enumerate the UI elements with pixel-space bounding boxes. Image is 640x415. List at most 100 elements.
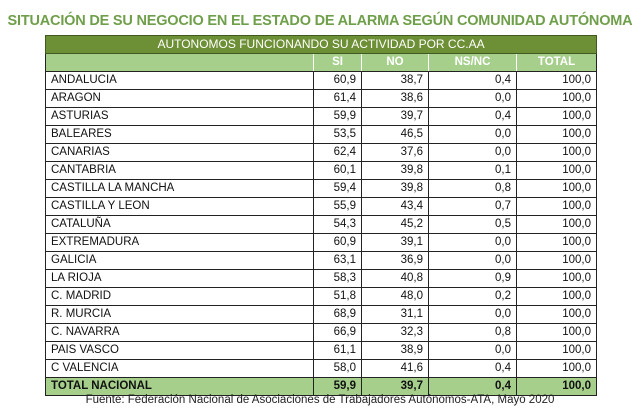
column-header-no: NO xyxy=(361,53,429,72)
cell-nsnc: 0,4 xyxy=(428,71,517,90)
cell-no: 39,1 xyxy=(361,233,429,252)
cell-nsnc: 0,0 xyxy=(428,125,517,144)
cell-si: 60,9 xyxy=(313,71,362,90)
cell-si: 68,9 xyxy=(313,305,362,324)
cell-nsnc: 0,1 xyxy=(428,161,517,180)
cell-total: 100,0 xyxy=(515,341,598,360)
table-row: ARAGON 61,4 38,6 0,0 100,0 xyxy=(45,89,598,108)
cell-nsnc: 0,9 xyxy=(428,269,517,288)
cell-si: 53,5 xyxy=(313,125,362,144)
cell-si: 60,1 xyxy=(313,161,362,180)
cell-total: 100,0 xyxy=(515,323,598,342)
column-header-si: SI xyxy=(313,53,362,72)
cell-nsnc: 0,0 xyxy=(428,251,517,270)
cell-no: 31,1 xyxy=(361,305,429,324)
table-row: C VALENCIA 58,0 41,6 0,4 100,0 xyxy=(45,359,598,378)
cell-si: 66,9 xyxy=(313,323,362,342)
cell-nsnc: 0,0 xyxy=(428,143,517,162)
cell-total: 100,0 xyxy=(515,305,598,324)
cell-total: 100,0 xyxy=(515,125,598,144)
cell-si: 62,4 xyxy=(313,143,362,162)
table-caption: AUTONOMOS FUNCIONANDO SU ACTIVIDAD POR C… xyxy=(44,35,598,54)
cell-si: 55,9 xyxy=(313,197,362,216)
cell-si: 58,0 xyxy=(313,359,362,378)
table-row: PAIS VASCO 61,1 38,9 0,0 100,0 xyxy=(45,341,598,360)
cell-total: 100,0 xyxy=(515,377,598,396)
cell-total: 100,0 xyxy=(515,233,598,252)
cell-no: 43,4 xyxy=(361,197,429,216)
table-row: CANTABRIA 60,1 39,8 0,1 100,0 xyxy=(45,161,598,180)
cell-region: R. MURCIA xyxy=(45,305,314,324)
cell-total: 100,0 xyxy=(515,215,598,234)
cell-no: 38,9 xyxy=(361,341,429,360)
cell-nsnc: 0,8 xyxy=(428,323,517,342)
cell-no: 32,3 xyxy=(361,323,429,342)
cell-si: 63,1 xyxy=(313,251,362,270)
table-row: BALEARES 53,5 46,5 0,0 100,0 xyxy=(45,125,598,144)
cell-total: 100,0 xyxy=(515,89,598,108)
cell-nsnc: 0,5 xyxy=(428,215,517,234)
cell-region: BALEARES xyxy=(45,125,314,144)
cell-nsnc: 0,0 xyxy=(428,89,517,108)
table-row: CATALUÑA 54,3 45,2 0,5 100,0 xyxy=(45,215,598,234)
cell-nsnc: 0,0 xyxy=(428,341,517,360)
total-row: TOTAL NACIONAL 59,9 39,7 0,4 100,0 xyxy=(45,377,598,396)
cell-total: 100,0 xyxy=(515,359,598,378)
cell-nsnc: 0,8 xyxy=(428,179,517,198)
cell-total: 100,0 xyxy=(515,287,598,306)
cell-si: 59,9 xyxy=(313,107,362,126)
cell-region: C VALENCIA xyxy=(45,359,314,378)
cell-si: 61,1 xyxy=(313,341,362,360)
table-row: C. MADRID 51,8 48,0 0,2 100,0 xyxy=(45,287,598,306)
cell-no: 39,8 xyxy=(361,161,429,180)
table-row: ASTURIAS 59,9 39,7 0,4 100,0 xyxy=(45,107,598,126)
cell-region: ASTURIAS xyxy=(45,107,314,126)
cell-nsnc: 0,2 xyxy=(428,287,517,306)
cell-no: 40,8 xyxy=(361,269,429,288)
data-table: AUTONOMOS FUNCIONANDO SU ACTIVIDAD POR C… xyxy=(44,35,598,396)
cell-total: 100,0 xyxy=(515,251,598,270)
cell-nsnc: 0,4 xyxy=(428,359,517,378)
column-header-nsnc: NS/NC xyxy=(428,53,517,72)
cell-region: PAIS VASCO xyxy=(45,341,314,360)
table-row: CANARIAS 62,4 37,6 0,0 100,0 xyxy=(45,143,598,162)
cell-total: 100,0 xyxy=(515,269,598,288)
cell-no: 46,5 xyxy=(361,125,429,144)
cell-total: 100,0 xyxy=(515,71,598,90)
cell-si: 51,8 xyxy=(313,287,362,306)
cell-total: 100,0 xyxy=(515,179,598,198)
cell-region: GALICIA xyxy=(45,251,314,270)
cell-si: 61,4 xyxy=(313,89,362,108)
cell-total: 100,0 xyxy=(515,143,598,162)
cell-region: ANDALUCIA xyxy=(45,71,314,90)
cell-region: EXTREMADURA xyxy=(45,233,314,252)
table-row: R. MURCIA 68,9 31,1 0,0 100,0 xyxy=(45,305,598,324)
cell-si: 58,3 xyxy=(313,269,362,288)
page-title: SITUACIÓN DE SU NEGOCIO EN EL ESTADO DE … xyxy=(7,13,633,29)
cell-region: C. NAVARRA xyxy=(45,323,314,342)
cell-si: 60,9 xyxy=(313,233,362,252)
cell-region: ARAGON xyxy=(45,89,314,108)
source-note: Fuente: Federación Nacional de Asociacio… xyxy=(85,394,555,406)
cell-nsnc: 0,4 xyxy=(428,107,517,126)
cell-region: CATALUÑA xyxy=(45,215,314,234)
header-row: SI NO NS/NC TOTAL xyxy=(45,53,598,72)
cell-region: CANTABRIA xyxy=(45,161,314,180)
cell-nsnc: 0,4 xyxy=(428,377,517,396)
cell-no: 45,2 xyxy=(361,215,429,234)
cell-no: 39,7 xyxy=(361,107,429,126)
cell-nsnc: 0,0 xyxy=(428,233,517,252)
cell-si: 59,4 xyxy=(313,179,362,198)
cell-region: CANARIAS xyxy=(45,143,314,162)
cell-no: 39,8 xyxy=(361,179,429,198)
cell-no: 48,0 xyxy=(361,287,429,306)
table-caption-row: AUTONOMOS FUNCIONANDO SU ACTIVIDAD POR C… xyxy=(44,35,598,54)
cell-nsnc: 0,7 xyxy=(428,197,517,216)
cell-no: 41,6 xyxy=(361,359,429,378)
cell-total: 100,0 xyxy=(515,161,598,180)
column-header-region xyxy=(45,53,314,72)
cell-region: LA RIOJA xyxy=(45,269,314,288)
cell-region: TOTAL NACIONAL xyxy=(45,377,314,396)
cell-no: 39,7 xyxy=(361,377,429,396)
table-row: EXTREMADURA 60,9 39,1 0,0 100,0 xyxy=(45,233,598,252)
